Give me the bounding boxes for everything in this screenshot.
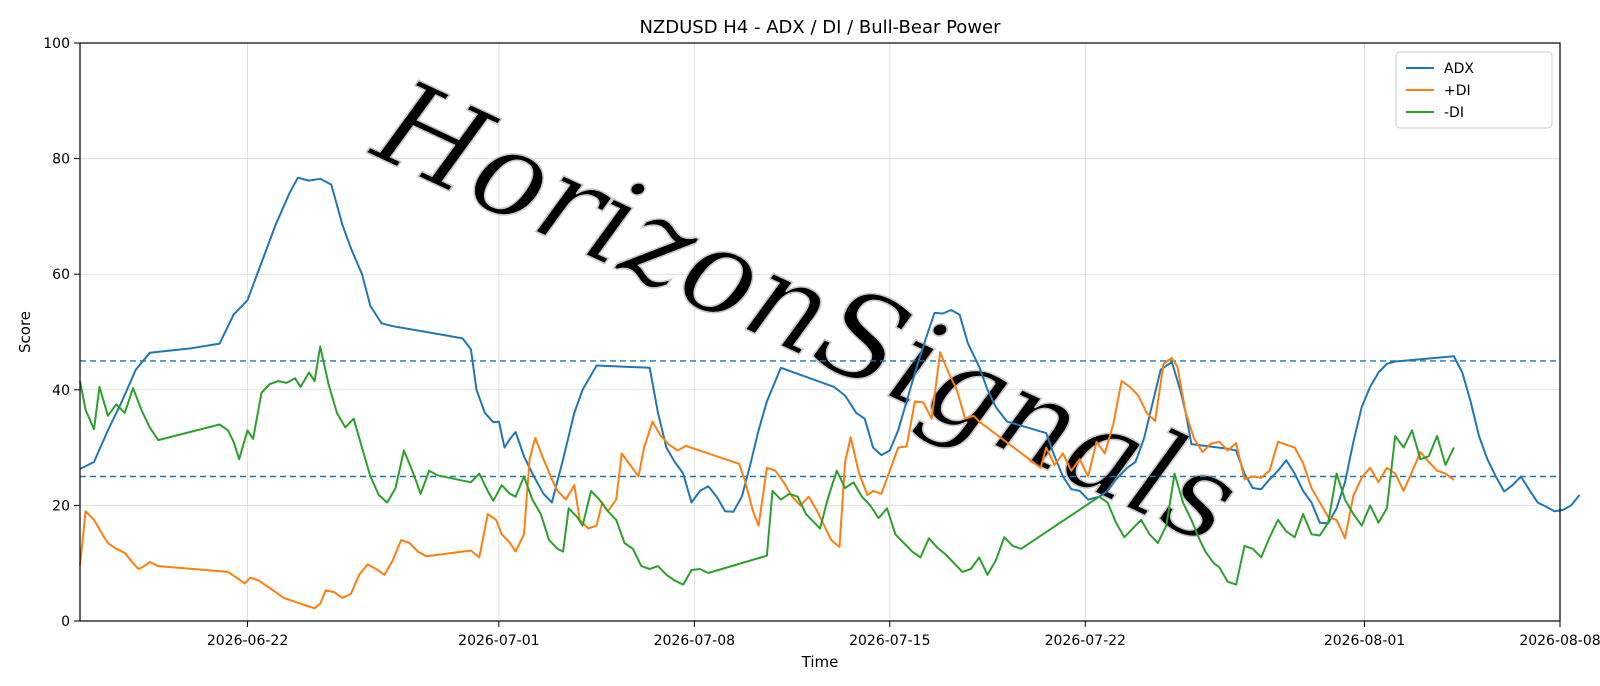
legend-label: ADX: [1444, 61, 1474, 77]
x-axis-label: Time: [801, 653, 839, 671]
legend: ADX +DI -DI: [1395, 51, 1553, 129]
x-tick-label: 2026-07-15: [849, 633, 930, 649]
legend-label: +DI: [1444, 83, 1471, 99]
x-tick-label: 2026-07-22: [1045, 633, 1126, 649]
plot-frame: [79, 42, 1561, 622]
legend-box: [1395, 51, 1553, 129]
y-tick-label: 100: [43, 36, 70, 52]
x-tick-label: 2026-07-01: [458, 633, 539, 649]
series-group: [79, 176, 1581, 610]
series-line-di: [79, 351, 1455, 610]
y-tick-label: 60: [52, 267, 70, 283]
series-line-di: [79, 345, 1455, 586]
y-tick-label: 0: [61, 614, 70, 630]
y-tick-label: 40: [52, 383, 70, 399]
grid: [80, 42, 1561, 622]
x-tick-label: 2026-06-22: [207, 633, 288, 649]
reference-lines: [80, 360, 1560, 478]
legend-label: -DI: [1444, 105, 1464, 121]
x-tick-label: 2026-08-08: [1519, 633, 1600, 649]
axes: 0 20 40 60 80 100 2026-06-22 2026-07-01 2026-07-…: [43, 36, 1600, 649]
y-tick-label: 80: [52, 152, 70, 168]
y-axis-label: Score: [16, 311, 34, 353]
y-tick-label: 20: [52, 498, 70, 514]
chart-title: NZDUSD H4 - ADX / DI / Bull-Bear Power: [639, 17, 1001, 38]
x-tick-label: 2026-08-01: [1324, 633, 1405, 649]
series-line-adx: [79, 176, 1581, 525]
x-tick-label: 2026-07-08: [654, 633, 735, 649]
